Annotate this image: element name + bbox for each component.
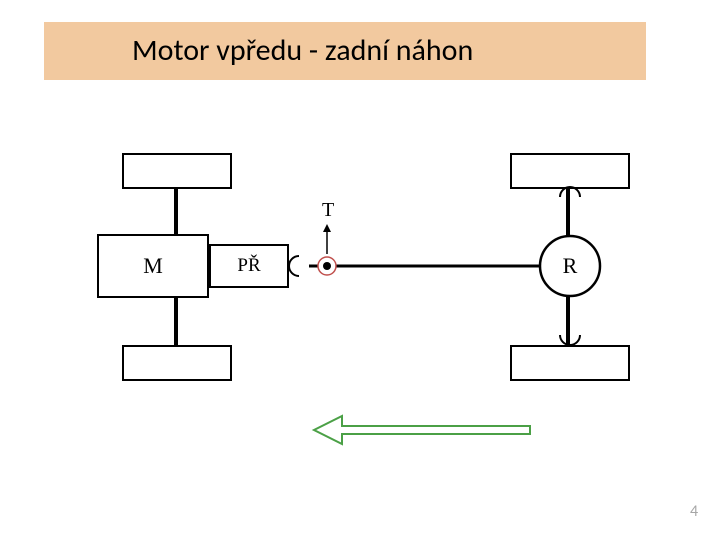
- rear-wheel-bottom: [510, 345, 630, 381]
- page-number: 4: [690, 502, 698, 521]
- motor-label: M: [143, 253, 163, 279]
- gearbox-label: PŘ: [237, 255, 260, 277]
- slide: Motor vpředu - zadní náhon M PŘ T R 4: [0, 0, 720, 540]
- svg-text:R: R: [563, 253, 578, 278]
- gearbox-box: PŘ: [209, 244, 289, 288]
- front-wheel-top: [122, 153, 232, 189]
- rear-wheel-top: [510, 153, 630, 189]
- slide-title: Motor vpředu - zadní náhon: [132, 32, 473, 69]
- motor-box: M: [97, 234, 209, 298]
- t-label: T: [322, 199, 334, 222]
- front-wheel-bottom: [122, 345, 232, 381]
